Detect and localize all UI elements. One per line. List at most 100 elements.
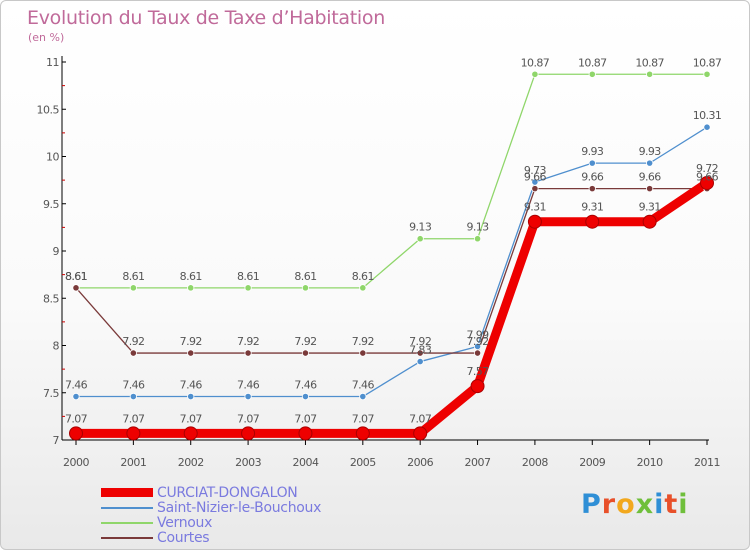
- data-label: 7.92: [466, 335, 488, 348]
- data-point: [531, 70, 539, 78]
- data-label: 9.93: [581, 145, 604, 158]
- logo-letter: t: [664, 489, 679, 520]
- logo-letter: P: [581, 489, 602, 520]
- data-point: [359, 392, 367, 401]
- data-point: [244, 284, 252, 292]
- legend-swatch: [101, 536, 153, 539]
- data-point: [473, 235, 482, 243]
- x-tick-label: 2006: [407, 456, 433, 469]
- data-label: 7.07: [122, 412, 145, 425]
- y-tick-label: 7: [53, 434, 60, 447]
- data-point: [527, 214, 542, 229]
- data-point: [703, 123, 711, 131]
- data-label: 9.73: [524, 164, 547, 177]
- data-label: 7.46: [352, 379, 375, 392]
- data-label: 7.92: [237, 335, 259, 348]
- data-label: 7.46: [294, 379, 317, 392]
- data-point: [416, 235, 424, 243]
- logo-letter: i: [678, 489, 689, 520]
- logo-letter: r: [601, 489, 617, 520]
- data-label: 8.61: [65, 270, 87, 283]
- data-label: 9.66: [524, 171, 547, 184]
- data-point: [588, 185, 596, 193]
- data-point: [129, 349, 137, 357]
- data-label: 8.61: [65, 270, 87, 283]
- data-label: 7.46: [237, 379, 260, 392]
- data-point: [72, 284, 80, 292]
- data-label: 9.72: [696, 162, 718, 175]
- y-tick-label: 9.5: [43, 198, 59, 211]
- data-point: [244, 349, 252, 357]
- x-tick-label: 2010: [637, 456, 663, 469]
- series-line: [75, 126, 708, 398]
- x-tick-label: 2011: [694, 456, 720, 469]
- data-point: [301, 349, 310, 357]
- data-label: 7.46: [122, 379, 145, 392]
- data-point: [416, 349, 424, 357]
- data-label: 7.07: [294, 412, 317, 425]
- x-tick-label: 2005: [350, 456, 376, 469]
- data-label: 7.57: [466, 365, 489, 378]
- x-tick-label: 2007: [465, 456, 491, 469]
- legend: CURCIAT-DONGALON Saint-Nizier-le-Bouchou…: [101, 484, 322, 546]
- data-point: [642, 214, 657, 229]
- series-line: [75, 187, 708, 354]
- data-point: [588, 159, 596, 167]
- data-label: 10.87: [635, 56, 664, 69]
- data-point: [703, 70, 711, 78]
- data-label: 7.46: [180, 379, 203, 392]
- data-label: 7.07: [65, 412, 88, 425]
- data-label: 7.92: [122, 335, 144, 348]
- data-point: [241, 426, 256, 441]
- data-point: [298, 426, 313, 441]
- data-point: [585, 214, 600, 229]
- data-point: [416, 357, 424, 366]
- legend-label: Saint-Nizier-le-Bouchoux: [157, 499, 322, 516]
- data-point: [531, 185, 539, 193]
- x-tick-label: 2002: [178, 456, 204, 469]
- chart-subtitle: (en %): [28, 31, 65, 44]
- data-point: [187, 349, 195, 357]
- data-label: 8.61: [237, 270, 259, 283]
- data-label: 9.13: [466, 221, 489, 234]
- data-point: [301, 392, 310, 401]
- legend-swatch: [101, 521, 153, 524]
- data-point: [413, 426, 428, 441]
- y-tick-label: 7.5: [43, 387, 59, 400]
- data-point: [355, 426, 370, 441]
- data-point: [183, 426, 198, 441]
- series-labels: 8.61 8.61 8.61 8.61 8.61 8.61 9.13 9.13 10.87 10.…: [65, 56, 722, 425]
- data-point: [359, 349, 367, 357]
- y-tick-label: 8.5: [43, 292, 59, 305]
- y-tick-label: 10.5: [37, 103, 60, 116]
- data-label: 7.46: [65, 379, 88, 392]
- legend-item: Courtes: [101, 530, 321, 546]
- data-point: [187, 284, 195, 292]
- proxiti-logo: Proxiti: [581, 489, 689, 520]
- data-label: 7.83: [409, 344, 432, 357]
- legend-swatch: [101, 488, 153, 497]
- data-label: 7.07: [180, 412, 203, 425]
- data-point: [72, 392, 80, 401]
- data-label: 9.31: [581, 201, 603, 214]
- x-tick-label: 2000: [63, 456, 89, 469]
- data-point: [301, 284, 310, 292]
- data-point: [187, 392, 195, 401]
- y-tick-label: 9: [53, 245, 60, 258]
- legend-item: Vernoux: [101, 515, 321, 531]
- data-label: 9.93: [639, 145, 662, 158]
- x-tick-label: 2001: [120, 456, 146, 469]
- data-label: 9.31: [524, 201, 546, 214]
- data-label: 7.99: [466, 328, 489, 341]
- legend-label: CURCIAT-DONGALON: [157, 484, 298, 501]
- series-lines: [71, 73, 712, 438]
- x-tick-label: 2009: [579, 456, 605, 469]
- data-label: 10.87: [521, 56, 550, 69]
- data-label: 10.87: [578, 56, 607, 69]
- data-label: 7.07: [409, 412, 432, 425]
- data-point: [359, 284, 367, 292]
- y-tick-label: 10: [46, 151, 59, 164]
- series-line: [75, 73, 708, 289]
- data-label: 10.31: [693, 109, 722, 122]
